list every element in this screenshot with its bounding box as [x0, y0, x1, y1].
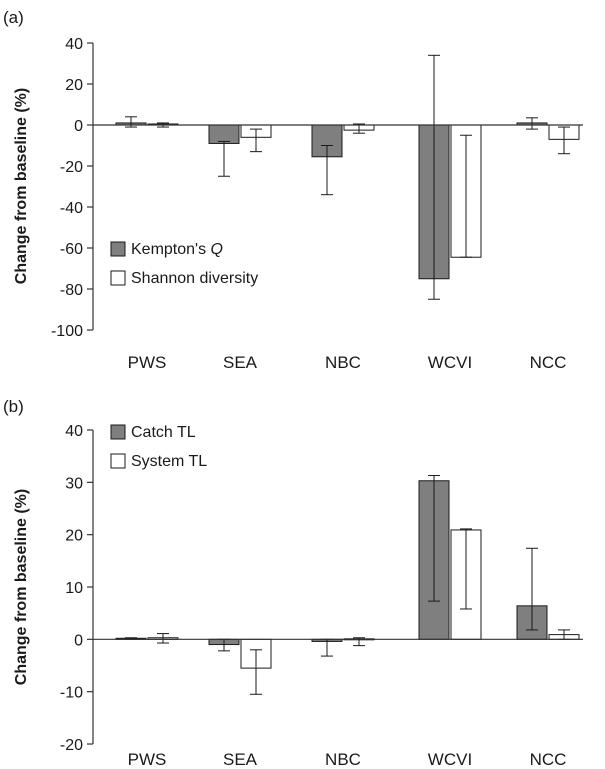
- category-label: NCC: [530, 353, 567, 372]
- panel-b: (b) Change from baseline (%) 40 30 20 10 0 -10 -…: [3, 397, 583, 769]
- y-tick-label: -40: [60, 200, 83, 217]
- category-label: SEA: [223, 353, 258, 372]
- panel-a: (a) Change from baseline (%) 40 20 0 -20 -40 -6…: [3, 8, 583, 372]
- y-tick-label: 10: [65, 580, 83, 597]
- category-label: NBC: [325, 353, 361, 372]
- legend-label: Catch TL: [131, 424, 196, 441]
- legend-label-italic: Q: [211, 241, 223, 258]
- panel-label: (a): [3, 8, 24, 27]
- legend-label: Kempton's Q: [131, 241, 223, 258]
- legend-swatch: [110, 424, 126, 440]
- y-axis-title: Change from baseline (%): [13, 489, 30, 685]
- category-label: WCVI: [428, 353, 472, 372]
- y-tick-label: -80: [60, 282, 83, 299]
- category-label: NBC: [325, 750, 361, 769]
- category-label: PWS: [128, 353, 167, 372]
- y-tick-label: 0: [74, 118, 83, 135]
- legend-label-text: Kempton's: [131, 241, 211, 258]
- y-tick-label: -100: [51, 323, 83, 340]
- category-label: WCVI: [428, 750, 472, 769]
- y-tick-label: 40: [65, 36, 83, 53]
- y-tick-label: -20: [60, 159, 83, 176]
- legend-swatch: [110, 241, 126, 257]
- y-axis-title: Change from baseline (%): [13, 88, 30, 284]
- legend-label: System TL: [131, 453, 207, 470]
- y-tick-label: 20: [65, 77, 83, 94]
- y-tick-label: 0: [74, 632, 83, 649]
- legend-label: Shannon diversity: [131, 270, 258, 287]
- category-label: NCC: [530, 750, 567, 769]
- panel-label: (b): [3, 397, 24, 416]
- legend-swatch: [110, 453, 126, 469]
- y-tick-label: 20: [65, 528, 83, 545]
- legend-swatch: [110, 270, 126, 286]
- y-tick-label: 30: [65, 475, 83, 492]
- y-tick-label: -10: [60, 685, 83, 702]
- y-tick-label: -20: [60, 737, 83, 754]
- y-tick-label: 40: [65, 423, 83, 440]
- category-label: PWS: [128, 750, 167, 769]
- category-label: SEA: [223, 750, 258, 769]
- y-tick-label: -60: [60, 241, 83, 258]
- bar-sea-series-0: [208, 124, 240, 144]
